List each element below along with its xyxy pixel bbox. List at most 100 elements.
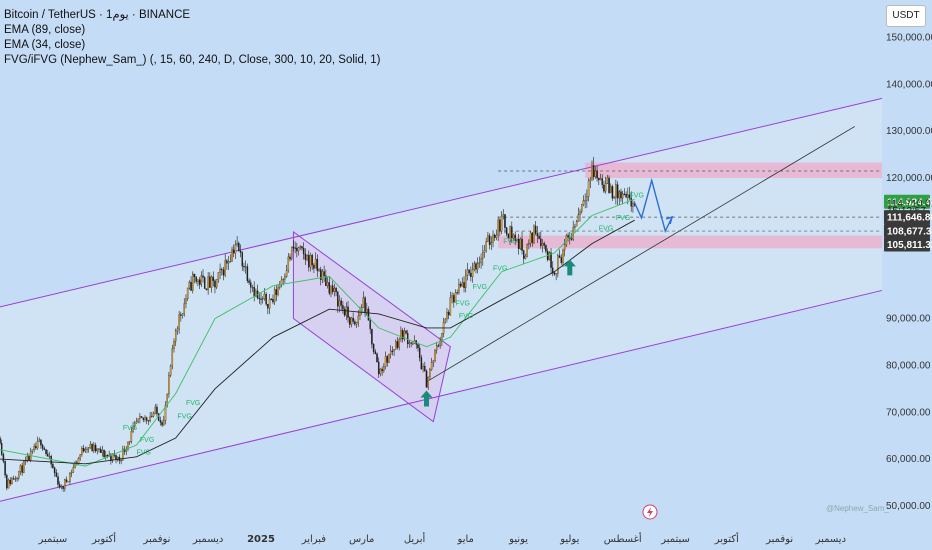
candle-body xyxy=(615,184,617,198)
candle-body xyxy=(77,458,80,464)
candle-body xyxy=(226,260,228,264)
candle-body xyxy=(41,444,44,449)
candle-body xyxy=(586,196,588,201)
currency-button[interactable]: USDT xyxy=(886,5,926,27)
candle-body xyxy=(389,350,392,355)
candle-body xyxy=(429,369,431,378)
candle-body xyxy=(604,183,607,192)
y-tick-label: 120,000.00 xyxy=(886,173,932,184)
chart-extras: @Nephew_Sam_ xyxy=(642,504,889,520)
candle-body xyxy=(531,232,534,243)
candle-body xyxy=(219,268,221,273)
candle-body xyxy=(9,479,11,484)
candle-body xyxy=(557,255,559,274)
candle-body xyxy=(417,344,419,349)
candle-body xyxy=(464,274,467,289)
candle-body xyxy=(173,341,175,349)
candle-body xyxy=(405,330,407,334)
projection-arrowhead xyxy=(665,215,674,225)
candle-body xyxy=(244,266,247,268)
candle-body xyxy=(453,295,455,303)
price-tag-bg xyxy=(884,194,930,209)
candle-body xyxy=(35,445,37,449)
candle-body xyxy=(91,444,93,451)
x-tick-label: نوفمبر xyxy=(142,534,170,545)
candle-body xyxy=(406,333,409,345)
candle-body xyxy=(229,261,232,263)
candle-body xyxy=(381,368,383,372)
x-tick-label: أكتوبر xyxy=(91,532,116,545)
candle-body xyxy=(608,177,610,193)
candle-body xyxy=(579,211,581,215)
y-tick-label: 50,000.00 xyxy=(886,501,931,512)
candle-body xyxy=(48,456,51,458)
legend-symbol[interactable]: Bitcoin / TetherUS · 1يوم · BINANCE xyxy=(4,9,191,21)
candle-body xyxy=(166,393,168,406)
candle-body xyxy=(74,462,76,468)
candle-body xyxy=(79,454,81,459)
candle-body xyxy=(504,214,506,228)
candle-body xyxy=(493,234,496,238)
candle-body xyxy=(7,479,10,489)
candle-body xyxy=(512,234,515,239)
x-tick-label: ديسمبر xyxy=(192,534,223,545)
x-tick-label: مارس xyxy=(349,534,374,545)
fvg-label: FVG xyxy=(493,265,507,272)
candle-body xyxy=(447,312,450,316)
candle-body xyxy=(96,448,98,452)
legend-fvg-indicator[interactable]: FVG/iFVG (Nephew_Sam_) (, 15, 60, 240, D… xyxy=(4,54,381,66)
candle-body xyxy=(550,252,552,268)
candle-body xyxy=(403,330,406,340)
candle-body xyxy=(326,282,329,286)
candle-body xyxy=(372,344,375,352)
candle-body xyxy=(14,478,17,480)
candle-body xyxy=(19,465,22,472)
price-tag-label: 114,924.46 xyxy=(887,197,932,208)
candle-body xyxy=(355,322,358,325)
y-tick-label: 90,000.00 xyxy=(886,314,931,325)
legend-ema-34[interactable]: EMA (34, close) xyxy=(4,39,86,51)
candle-body xyxy=(364,297,366,314)
candle-body xyxy=(142,417,145,420)
y-axis: 150,000.00 140,000.00 130,000.00 120,000.00… xyxy=(884,32,932,512)
candle-body xyxy=(127,442,129,450)
candle-body xyxy=(533,225,535,243)
candle-body xyxy=(236,243,238,246)
candle-body xyxy=(222,269,225,276)
candle-body xyxy=(319,269,322,280)
candle-body xyxy=(115,455,117,460)
candle-body xyxy=(492,234,494,243)
price-tag-bg xyxy=(884,224,930,239)
y-tick-label: 80,000.00 xyxy=(886,360,931,371)
candle-body xyxy=(499,219,501,232)
candle-body xyxy=(164,405,167,421)
candle-body xyxy=(195,276,197,282)
candle-body xyxy=(471,269,474,277)
candle-body xyxy=(181,313,184,316)
candle-body xyxy=(485,241,487,251)
candle-body xyxy=(313,264,315,269)
candle-body xyxy=(475,263,477,270)
candle-body xyxy=(134,422,136,427)
candle-body xyxy=(398,338,400,348)
candle-body xyxy=(620,191,622,199)
candle-body xyxy=(231,249,233,262)
candle-body xyxy=(560,257,563,263)
candles xyxy=(0,156,636,492)
candle-body xyxy=(601,178,603,186)
candle-body xyxy=(154,406,156,414)
candle-body xyxy=(396,341,399,348)
candle-body xyxy=(33,445,35,450)
candle-body xyxy=(248,280,250,283)
candle-body xyxy=(132,425,134,432)
candle-body xyxy=(285,270,288,277)
candle-body xyxy=(536,233,539,237)
candle-body xyxy=(62,486,64,489)
legend-ema-89[interactable]: EMA (89, close) xyxy=(4,24,86,36)
candle-body xyxy=(511,226,513,239)
candle-body xyxy=(543,243,545,246)
candle-body xyxy=(632,202,634,207)
candle-body xyxy=(555,273,557,275)
candle-body xyxy=(180,314,182,316)
